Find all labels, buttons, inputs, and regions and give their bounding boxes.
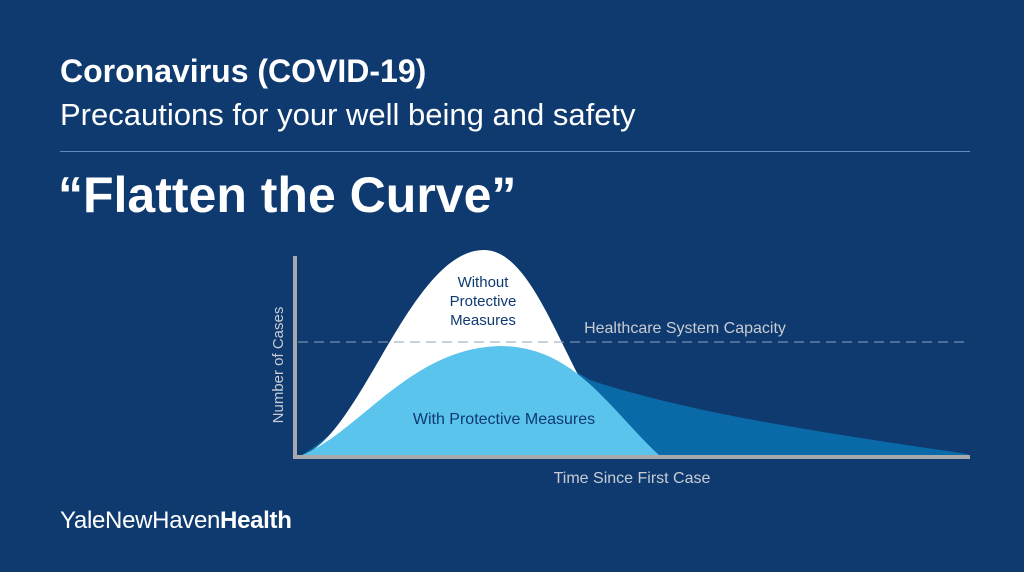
headline: Coronavirus (COVID-19) <box>60 53 427 89</box>
x-axis-label: Time Since First Case <box>554 470 711 487</box>
flat-curve-label: With Protective Measures <box>413 411 595 428</box>
slogan-title: “Flatten the Curve” <box>58 167 517 223</box>
capacity-label: Healthcare System Capacity <box>584 320 786 337</box>
divider-line <box>60 151 970 152</box>
with-measures-curve <box>300 346 660 456</box>
brand-light-text: YaleNewHaven <box>60 507 221 534</box>
subheadline: Precautions for your well being and safe… <box>60 97 636 132</box>
brand-logo: YaleNewHavenHealth <box>60 506 292 536</box>
peak-label-line-1: Without <box>458 274 510 291</box>
peak-label-line-2: Protective <box>450 293 517 310</box>
brand-bold-text: Health <box>220 507 292 534</box>
peak-label-line-3: Measures <box>450 312 516 329</box>
y-axis-label: Number of Cases <box>270 307 287 424</box>
